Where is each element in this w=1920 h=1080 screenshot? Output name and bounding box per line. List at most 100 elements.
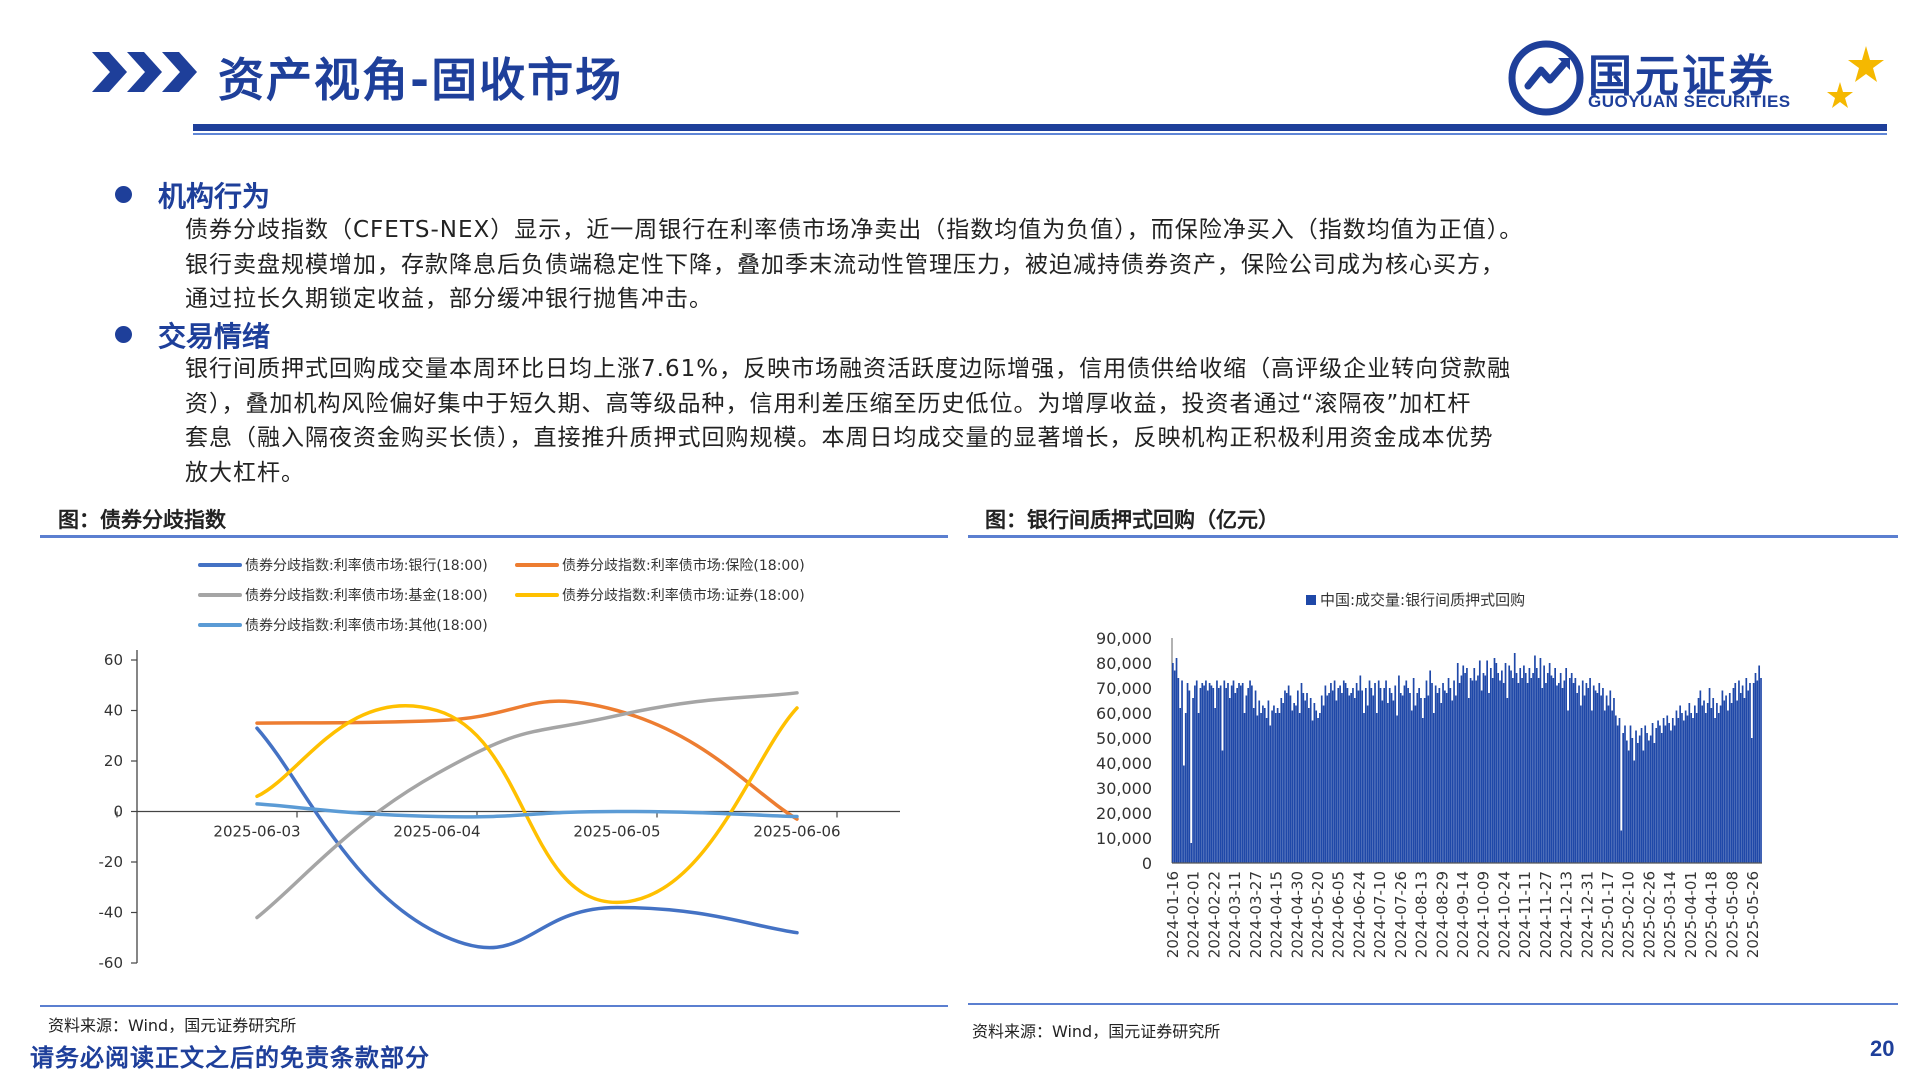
x-tick-label: 2025-06-04 bbox=[393, 823, 480, 841]
bar bbox=[1752, 683, 1755, 863]
bar bbox=[1263, 708, 1266, 863]
x-tick-label: 2024-10-09 bbox=[1475, 871, 1493, 958]
bar bbox=[1741, 685, 1744, 863]
bar bbox=[1460, 675, 1463, 863]
bar bbox=[1725, 695, 1727, 863]
bar bbox=[1217, 688, 1220, 863]
bar bbox=[1728, 693, 1731, 863]
bar bbox=[1515, 673, 1518, 863]
bar bbox=[1280, 698, 1283, 863]
bar bbox=[1355, 683, 1358, 863]
bar bbox=[1370, 688, 1373, 863]
bar bbox=[1644, 725, 1647, 863]
x-axis: 2024-01-16 2024-02-01 2024-02-22 2024-03-11… bbox=[1164, 862, 1762, 958]
x-tick-label: 2025-04-18 bbox=[1703, 871, 1721, 958]
section-body-trading-sentiment: 银行间质押式回购成交量本周环比日均上涨7.61%，反映市场融资活跃度边际增强，信… bbox=[185, 352, 1765, 490]
header-divider-thin bbox=[193, 133, 1887, 135]
bar bbox=[1359, 675, 1362, 863]
bar bbox=[1414, 705, 1417, 863]
bar bbox=[1352, 688, 1354, 863]
bar bbox=[1256, 715, 1259, 863]
bar bbox=[1732, 688, 1735, 863]
bar bbox=[1559, 673, 1562, 863]
bar bbox=[1747, 690, 1749, 863]
bar bbox=[1706, 703, 1709, 863]
bar bbox=[1444, 690, 1446, 863]
bar bbox=[1703, 700, 1705, 863]
bar bbox=[1484, 675, 1487, 863]
header-divider bbox=[193, 124, 1887, 131]
x-tick-label: 2024-10-24 bbox=[1495, 871, 1513, 958]
bar bbox=[1611, 710, 1613, 863]
bar bbox=[1210, 685, 1213, 863]
bar bbox=[1396, 715, 1398, 863]
bar bbox=[1333, 680, 1336, 863]
y-tick-label: 20,000 bbox=[1096, 804, 1152, 823]
x-tick-label: 2025-04-01 bbox=[1682, 871, 1700, 958]
bar bbox=[1682, 720, 1685, 863]
y-tick-label: 10,000 bbox=[1096, 829, 1152, 848]
bar bbox=[1245, 695, 1248, 863]
bar bbox=[1475, 680, 1477, 863]
y-tick-label: 70,000 bbox=[1096, 679, 1152, 698]
bar bbox=[1228, 698, 1231, 863]
bar bbox=[1524, 673, 1527, 863]
bar bbox=[1300, 683, 1303, 863]
header-chevron-icon bbox=[92, 52, 197, 92]
bar bbox=[1254, 690, 1257, 863]
y-tick-label: 20 bbox=[104, 752, 123, 770]
bar bbox=[1319, 713, 1321, 863]
series-line bbox=[255, 726, 799, 950]
bar bbox=[1456, 663, 1459, 863]
chart-series bbox=[255, 691, 799, 950]
bar bbox=[1379, 688, 1382, 863]
bar bbox=[1714, 718, 1716, 863]
bar bbox=[1464, 673, 1466, 863]
bar bbox=[1462, 665, 1465, 863]
bar bbox=[1308, 708, 1310, 863]
bar bbox=[1346, 688, 1349, 863]
bar bbox=[1177, 678, 1180, 863]
bar bbox=[1653, 743, 1656, 863]
bar bbox=[1291, 710, 1294, 863]
logo-english-name: GUOYUAN SECURITIES bbox=[1588, 92, 1791, 111]
bar bbox=[1478, 660, 1481, 863]
bar bbox=[1376, 713, 1378, 863]
legend-label: 债券分歧指数:利率债市场:其他(18:00) bbox=[245, 617, 488, 634]
bar bbox=[1760, 678, 1762, 863]
bar bbox=[1262, 705, 1264, 863]
bar bbox=[1364, 688, 1367, 863]
bar bbox=[1666, 715, 1669, 863]
bar bbox=[1539, 658, 1542, 863]
bar bbox=[1227, 683, 1229, 863]
bar bbox=[1530, 678, 1533, 863]
legend-label: 债券分歧指数:利率债市场:保险(18:00) bbox=[562, 557, 805, 574]
y-tick-label: 30,000 bbox=[1096, 779, 1152, 798]
bar bbox=[1716, 703, 1718, 863]
interbank-repo-volume-chart: 中国:成交量:银行间质押式回购 90,000 80,000 70,000 60,000… bbox=[1096, 591, 1762, 958]
company-logo: 国元证券 GUOYUAN SECURITIES bbox=[1508, 40, 1888, 116]
bar bbox=[1363, 713, 1365, 863]
series-line bbox=[255, 703, 799, 905]
bar bbox=[1330, 683, 1332, 863]
bar bbox=[1271, 710, 1273, 863]
bar bbox=[1377, 680, 1380, 863]
chart-legend: 债券分歧指数:利率债市场:银行(18:00) 债券分歧指数:利率债市场:保险(18… bbox=[198, 557, 805, 634]
bar bbox=[1388, 688, 1391, 863]
bar bbox=[1442, 683, 1444, 863]
bar bbox=[1433, 713, 1435, 863]
bar bbox=[1447, 678, 1450, 863]
bar bbox=[1172, 663, 1174, 863]
bar bbox=[1423, 698, 1426, 863]
bar bbox=[1205, 680, 1207, 863]
bar bbox=[1679, 705, 1681, 863]
bar bbox=[1230, 685, 1233, 863]
bar bbox=[1348, 695, 1351, 863]
bar bbox=[1717, 713, 1720, 863]
bar bbox=[1265, 718, 1268, 863]
bar bbox=[1501, 670, 1503, 863]
bar bbox=[1285, 693, 1288, 863]
bar bbox=[1381, 700, 1384, 863]
bar bbox=[1591, 710, 1593, 863]
bar bbox=[1467, 698, 1470, 863]
